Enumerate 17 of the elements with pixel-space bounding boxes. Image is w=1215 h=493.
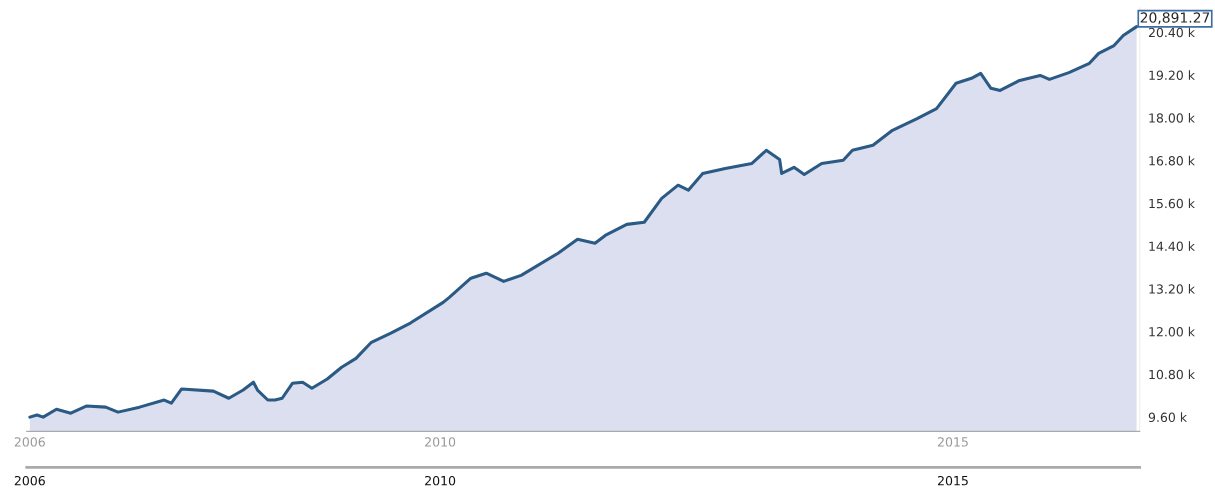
x2-tick-label: 2015 [937, 475, 968, 486]
y-tick-label: 20.40 k [1148, 27, 1195, 38]
y-tick-label: 12.00 k [1149, 326, 1195, 337]
text: 20,891.27 [1140, 12, 1210, 25]
y-tick-label: 15.60 k [1149, 198, 1195, 209]
y-tick-label: 9.60 k [1148, 412, 1188, 423]
y-tick-label: 19.20 k [1149, 70, 1195, 81]
x-tick-label: 2006 [14, 437, 45, 447]
x-tick-label: 2010 [425, 437, 456, 447]
x2-tick-label: 2010 [425, 475, 456, 486]
y-tick-label: 14.40 k [1149, 241, 1195, 252]
y-tick-label: 13.20 k [1149, 284, 1195, 294]
x-tick-label: 2015 [937, 437, 968, 447]
y-tick-label: 18.00 k [1149, 113, 1195, 123]
x2-tick-label: 2006 [14, 475, 45, 486]
y-tick-label: 10.80 k [1149, 369, 1195, 380]
y-tick-label: 16.80 k [1149, 155, 1195, 166]
